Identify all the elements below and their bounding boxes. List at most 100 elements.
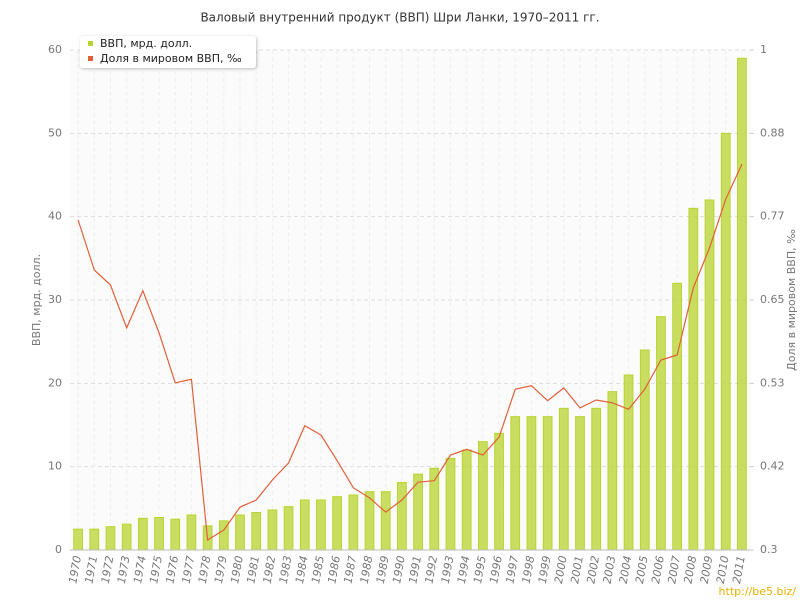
- x-tick-label: 1980: [228, 555, 246, 585]
- x-tick-label: 1972: [99, 555, 117, 585]
- x-tick-label: 1975: [147, 555, 165, 585]
- x-tick-label: 1996: [487, 555, 505, 585]
- x-tick-label: 1989: [374, 555, 392, 585]
- x-tick-label: 1990: [390, 555, 408, 585]
- x-tick-label: 1998: [520, 555, 538, 585]
- y2-tick-label: 0.3: [760, 543, 778, 556]
- bar: [591, 407, 602, 551]
- bar: [154, 517, 164, 551]
- bar: [575, 416, 585, 551]
- bar: [720, 132, 731, 551]
- bar: [380, 491, 391, 551]
- x-tick-label: 1983: [277, 555, 295, 585]
- bar: [461, 449, 472, 551]
- y-tick-label: 60: [48, 43, 62, 56]
- bar: [332, 496, 343, 551]
- bar: [672, 282, 683, 551]
- y-tick-label: 0: [55, 543, 62, 556]
- x-tick-label: 1993: [439, 555, 457, 585]
- x-tick-label: 1986: [325, 555, 343, 585]
- x-tick-label: 1984: [293, 555, 311, 585]
- y2-tick-label: 0.65: [760, 293, 785, 306]
- x-tick-label: 2000: [552, 555, 570, 585]
- y2-tick-label: 1: [760, 43, 767, 56]
- line: [77, 164, 743, 542]
- legend-label: Доля в мировом ВВП, ‰: [100, 52, 242, 65]
- x-tick-label: 2009: [698, 555, 716, 585]
- bar: [510, 416, 521, 551]
- y2-tick-label: 0.42: [760, 460, 785, 473]
- legend-box: [80, 36, 256, 68]
- bar: [688, 207, 699, 551]
- legend-swatch: [88, 41, 93, 46]
- x-tick-label: 1979: [212, 555, 230, 585]
- bar: [558, 407, 569, 551]
- y2-tick-label: 0.88: [760, 126, 785, 139]
- x-tick-label: 1991: [406, 555, 424, 585]
- legend-swatch: [88, 56, 93, 61]
- y-tick-label: 30: [48, 293, 62, 306]
- x-tick-label: 2004: [617, 555, 635, 585]
- y-tick-label: 20: [48, 376, 62, 389]
- bar: [704, 199, 715, 551]
- x-tick-label: 2006: [649, 555, 667, 585]
- bar: [89, 528, 100, 551]
- bar: [542, 416, 553, 551]
- bar: [445, 457, 456, 551]
- bar: [623, 374, 634, 551]
- y2-tick-label: 0.53: [760, 376, 785, 389]
- axes: 0 10 20 30 40 50 60 0.3 0.42 0.53 0.65 0.77 0.88 1 197…: [48, 43, 785, 585]
- x-tick-label: 1992: [423, 555, 441, 585]
- y2-axis-title: Доля в мировом ВВП, ‰: [785, 229, 798, 371]
- chart-title: Валовый внутренний продукт (ВВП) Шри Лан…: [200, 11, 599, 25]
- bar: [607, 391, 618, 551]
- marks: [73, 57, 747, 551]
- x-tick-label: 1988: [358, 555, 376, 585]
- bar: [235, 514, 245, 551]
- legend: ВВП, мрд. долл. Доля в мировом ВВП, ‰: [80, 36, 256, 68]
- x-tick-label: 1995: [471, 555, 489, 585]
- bar: [477, 441, 488, 551]
- bar: [348, 494, 359, 551]
- x-tick-label: 2001: [568, 555, 586, 585]
- bar: [283, 506, 294, 551]
- bar: [267, 509, 278, 551]
- x-tick-label: 1978: [196, 555, 214, 585]
- bar: [526, 416, 537, 551]
- x-tick-label: 1981: [244, 555, 262, 585]
- x-tick-label: 1994: [455, 555, 473, 585]
- bar: [170, 518, 181, 551]
- x-tick-label: 1987: [342, 555, 360, 585]
- y-tick-label: 50: [48, 126, 62, 139]
- x-tick-label: 2007: [665, 555, 683, 585]
- bar: [137, 517, 148, 551]
- bar: [316, 499, 326, 551]
- x-tick-label: 2003: [601, 555, 619, 585]
- bar: [656, 316, 666, 551]
- bar: [73, 528, 83, 551]
- bar: [737, 57, 747, 551]
- x-tick-label: 1999: [536, 555, 554, 585]
- bar: [494, 432, 504, 551]
- x-tick-label: 1982: [261, 555, 279, 585]
- y-tick-label: 10: [48, 460, 62, 473]
- y-axis-title: ВВП, мрд. долл.: [30, 254, 43, 346]
- bar: [105, 526, 116, 551]
- bar: [397, 482, 407, 551]
- x-tick-label: 1973: [115, 555, 133, 585]
- x-tick-label: 1977: [180, 555, 198, 585]
- bar: [186, 514, 197, 551]
- y2-tick-label: 0.77: [760, 210, 785, 223]
- x-tick-label: 1985: [309, 555, 327, 585]
- x-tick-label: 1974: [131, 555, 149, 585]
- x-tick-label: 2002: [584, 555, 602, 585]
- bar: [121, 523, 132, 551]
- legend-label: ВВП, мрд. долл.: [100, 37, 192, 50]
- x-tick-label: 2010: [714, 555, 732, 585]
- y-tick-label: 40: [48, 210, 62, 223]
- x-tick-label: 1976: [163, 555, 181, 585]
- watermark: http://be5.biz/: [719, 585, 797, 598]
- x-tick-label: 2005: [633, 555, 651, 585]
